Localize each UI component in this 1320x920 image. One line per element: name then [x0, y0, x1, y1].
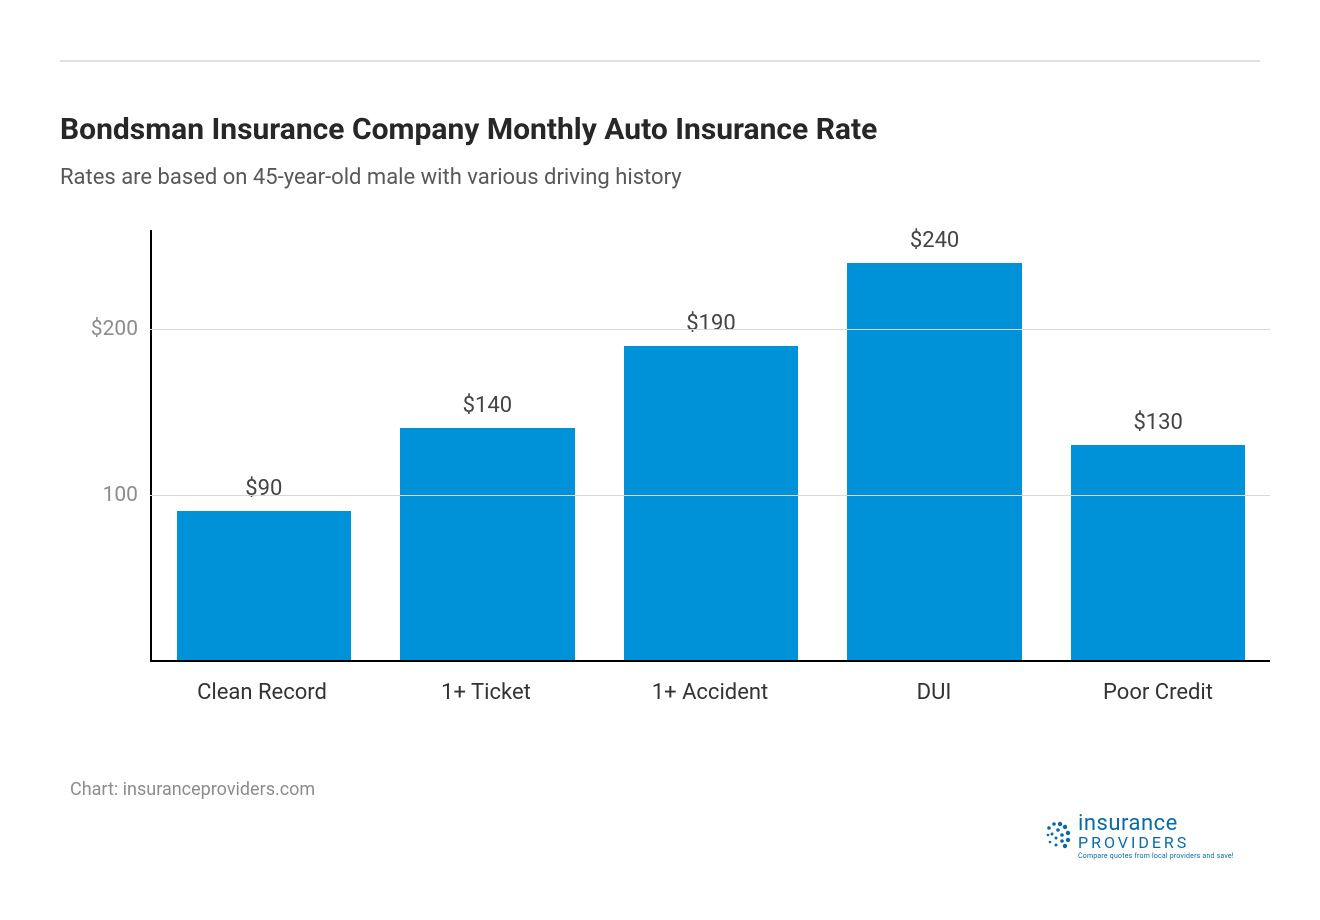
chart-title: Bondsman Insurance Company Monthly Auto …: [60, 112, 1260, 147]
chart-source: Chart: insuranceproviders.com: [70, 779, 315, 800]
x-axis-labels: Clean Record1+ Ticket1+ AccidentDUIPoor …: [150, 668, 1270, 710]
top-divider: [60, 60, 1260, 62]
logo-text: insurance PROVIDERS Compare quotes from …: [1078, 813, 1234, 860]
y-tick-label: 100: [103, 483, 138, 507]
chart-container: Bondsman Insurance Company Monthly Auto …: [0, 0, 1320, 920]
bar-slot: $190: [599, 230, 823, 660]
x-axis-baseline: [150, 660, 1270, 662]
bar: [400, 428, 574, 660]
x-axis-label: DUI: [822, 668, 1046, 710]
chart-area: 100 $200 $90 $140 $190 $240 $130 Clean Record…: [70, 230, 1270, 710]
brand-logo: insurance PROVIDERS Compare quotes from …: [1040, 813, 1260, 860]
x-axis-label: 1+ Ticket: [374, 668, 598, 710]
bar-value-label: $190: [686, 311, 735, 336]
logo-word-providers: PROVIDERS: [1078, 835, 1234, 851]
logo-tagline: Compare quotes from local providers and …: [1078, 853, 1234, 860]
bar-value-label: $140: [463, 393, 512, 418]
bar: [177, 511, 351, 660]
bar: [1071, 445, 1245, 660]
bar: [847, 263, 1021, 660]
bar-slot: $140: [376, 230, 600, 660]
bar-value-label: $240: [910, 228, 959, 253]
logo-main: insurance PROVIDERS Compare quotes from …: [1040, 813, 1260, 860]
chart-subtitle: Rates are based on 45-year-old male with…: [60, 165, 1260, 190]
bar-value-label: $90: [245, 476, 282, 501]
logo-word-insurance: insurance: [1078, 813, 1234, 835]
logo-dots-icon: [1040, 820, 1074, 854]
y-tick-label: $200: [91, 317, 138, 341]
x-axis-label: 1+ Accident: [598, 668, 822, 710]
bar: [624, 346, 798, 660]
gridline: [150, 495, 1270, 496]
x-axis-label: Clean Record: [150, 668, 374, 710]
bar-value-label: $130: [1133, 410, 1182, 435]
x-axis-label: Poor Credit: [1046, 668, 1270, 710]
bars-group: $90 $140 $190 $240 $130: [152, 230, 1270, 660]
gridline: [150, 329, 1270, 330]
bar-slot: $130: [1046, 230, 1270, 660]
bar-slot: $90: [152, 230, 376, 660]
plot-area: $90 $140 $190 $240 $130: [150, 230, 1270, 660]
y-axis: 100 $200: [70, 230, 150, 660]
bar-slot: $240: [823, 230, 1047, 660]
